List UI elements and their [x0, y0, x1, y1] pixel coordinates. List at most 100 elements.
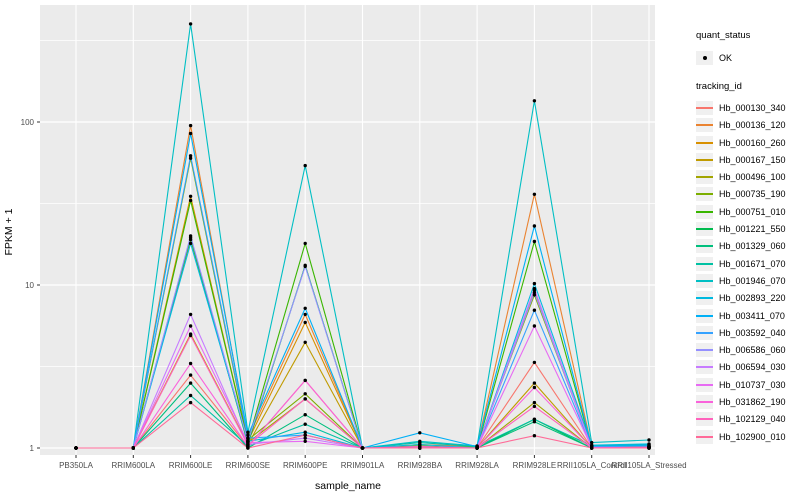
legend-item: Hb_102129_040	[696, 411, 798, 428]
data-point	[188, 324, 193, 328]
data-point	[246, 433, 250, 437]
data-point	[188, 131, 193, 136]
data-point	[188, 400, 193, 405]
data-point	[418, 431, 422, 435]
x-tick-label: RRIM928LA	[455, 461, 499, 470]
line-key-icon	[696, 325, 713, 340]
line-key-icon	[696, 118, 713, 133]
line-key-icon	[696, 187, 713, 202]
x-tick-label: PB350LA	[59, 461, 93, 470]
legend-item: Hb_000735_190	[696, 186, 798, 203]
data-point	[188, 312, 193, 317]
legend-item: Hb_102900_010	[696, 428, 798, 445]
line-key-icon	[696, 343, 713, 358]
legend-item-label: Hb_006594_030	[719, 362, 786, 373]
data-point	[246, 430, 250, 434]
data-point	[188, 241, 193, 246]
data-point	[303, 439, 307, 443]
line-key-icon	[696, 152, 713, 167]
data-point	[303, 306, 307, 310]
data-point	[418, 446, 422, 450]
line-key-icon	[696, 308, 713, 323]
data-point	[303, 241, 307, 246]
legend-item-label: Hb_003592_040	[719, 327, 786, 338]
line-key-icon	[696, 429, 713, 444]
legend-item: Hb_031862_190	[696, 393, 798, 410]
data-point	[532, 385, 537, 390]
data-point	[303, 433, 307, 437]
line-key-icon	[696, 291, 713, 306]
x-axis-title: sample_name	[315, 480, 381, 492]
data-point	[532, 360, 537, 365]
line-key-icon	[696, 204, 713, 219]
plot-panel	[40, 5, 655, 455]
data-point	[418, 439, 422, 443]
legend: quant_status OK tracking_id Hb_000130_34…	[696, 30, 798, 445]
legend-item: Hb_003411_070	[696, 307, 798, 324]
data-point	[246, 440, 250, 445]
data-point	[647, 446, 651, 450]
x-tick-label: RRIM928BA	[398, 461, 443, 470]
data-point	[303, 340, 307, 344]
legend-item-ok: OK	[696, 49, 798, 66]
data-point	[590, 440, 594, 445]
legend-item: Hb_006594_030	[696, 359, 798, 376]
data-point	[532, 381, 537, 385]
data-point	[188, 156, 193, 160]
data-point	[188, 154, 193, 158]
legend-title-tracking-id: tracking_id	[696, 81, 742, 93]
data-point	[532, 420, 537, 424]
data-point	[532, 99, 537, 103]
line-key-icon	[696, 170, 713, 185]
legend-item-label: Hb_000160_260	[719, 137, 786, 148]
y-axis: 1 10 100	[21, 118, 40, 453]
data-point	[590, 446, 594, 450]
legend-item: Hb_000751_010	[696, 203, 798, 220]
line-key-icon	[696, 412, 713, 427]
legend-item-label: Hb_010737_030	[719, 379, 786, 390]
legend-item-label: Hb_102900_010	[719, 431, 786, 442]
legend-item-label: Hb_001329_060	[719, 241, 786, 252]
data-point	[188, 123, 193, 128]
data-point	[188, 393, 193, 398]
data-point	[188, 333, 193, 338]
data-point	[303, 436, 307, 440]
legend-item-label: Hb_001671_070	[719, 258, 786, 269]
data-point	[188, 381, 193, 385]
data-point	[532, 192, 537, 196]
line-key-icon	[696, 273, 713, 288]
line-key-icon	[696, 377, 713, 392]
data-point	[647, 438, 651, 442]
point-marker-icon	[696, 50, 713, 65]
legend-item: Hb_010737_030	[696, 376, 798, 393]
data-point	[188, 373, 193, 377]
data-points	[74, 22, 651, 450]
data-point	[532, 224, 537, 228]
line-key-icon	[696, 222, 713, 237]
line-key-icon	[696, 135, 713, 150]
legend-item: Hb_001946_070	[696, 272, 798, 289]
data-point	[188, 22, 193, 26]
legend-item-label: Hb_000130_340	[719, 102, 786, 113]
legend-item-label: Hb_001946_070	[719, 275, 786, 286]
legend-item: Hb_001671_070	[696, 255, 798, 272]
legend-title-quant-status: quant_status	[696, 30, 751, 41]
line-key-icon	[696, 256, 713, 271]
legend-item: Hb_001329_060	[696, 238, 798, 255]
x-tick-label: RRIM600SE	[226, 461, 270, 470]
legend-item-label: Hb_002893_220	[719, 293, 786, 304]
data-point	[532, 434, 537, 438]
data-point	[532, 404, 537, 409]
x-tick-label: RRIM901LA	[341, 461, 385, 470]
data-point	[303, 430, 307, 434]
data-point	[246, 446, 250, 450]
data-point	[303, 397, 307, 401]
legend-item-label: Hb_102129_040	[719, 414, 786, 425]
data-point	[532, 308, 537, 312]
data-point	[246, 436, 250, 440]
legend-item-label: Hb_000735_190	[719, 189, 786, 200]
legend-series-list: Hb_000130_340 Hb_000136_120 Hb_000160_260 H…	[696, 99, 798, 445]
data-point	[360, 446, 365, 450]
y-axis-title: FPKM + 1	[3, 208, 15, 255]
